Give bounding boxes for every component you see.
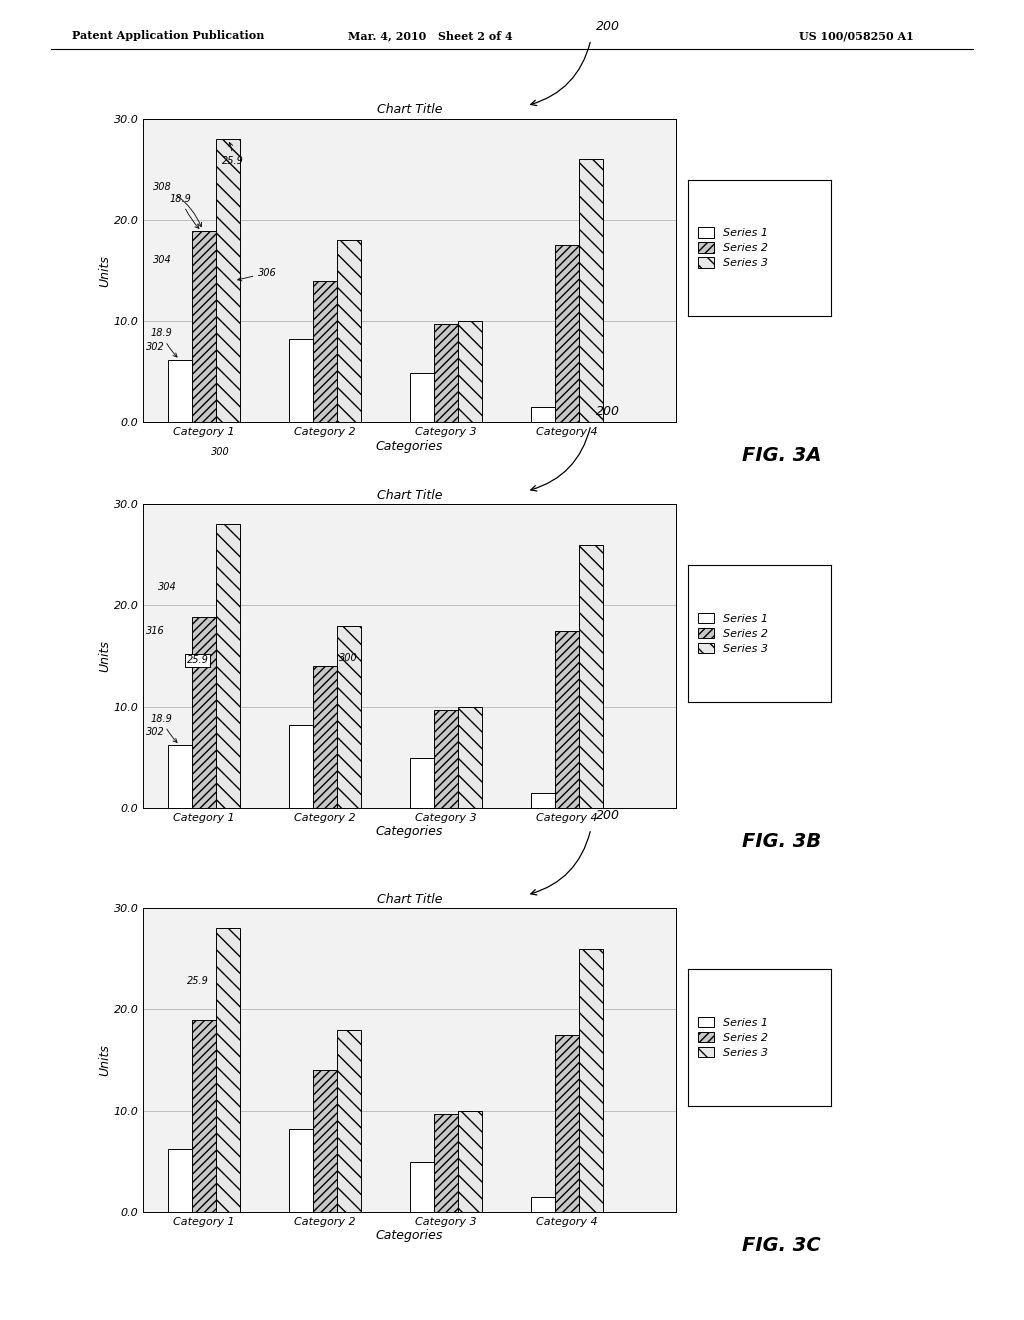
Legend: Series 1, Series 2, Series 3: Series 1, Series 2, Series 3 bbox=[693, 609, 772, 659]
Text: 200: 200 bbox=[596, 809, 620, 822]
Bar bbox=[458, 321, 482, 422]
Y-axis label: Units: Units bbox=[98, 1044, 111, 1076]
Bar bbox=[555, 246, 579, 422]
Text: FIG. 3B: FIG. 3B bbox=[742, 832, 821, 850]
Bar bbox=[434, 1114, 458, 1212]
Bar bbox=[579, 949, 603, 1212]
Bar bbox=[337, 626, 361, 808]
Bar bbox=[434, 325, 458, 422]
Bar bbox=[216, 524, 241, 808]
Bar bbox=[530, 407, 555, 422]
Bar bbox=[312, 1071, 337, 1212]
Text: US 100/058250 A1: US 100/058250 A1 bbox=[799, 30, 913, 41]
Legend: Series 1, Series 2, Series 3: Series 1, Series 2, Series 3 bbox=[693, 223, 772, 273]
Text: FIG. 3C: FIG. 3C bbox=[742, 1236, 821, 1254]
Text: 18.9: 18.9 bbox=[170, 194, 199, 228]
Title: Chart Title: Chart Title bbox=[377, 488, 442, 502]
Bar bbox=[289, 725, 312, 808]
Text: 304: 304 bbox=[153, 255, 172, 264]
Legend: Series 1, Series 2, Series 3: Series 1, Series 2, Series 3 bbox=[693, 1012, 772, 1063]
Title: Chart Title: Chart Title bbox=[377, 103, 442, 116]
Bar bbox=[579, 160, 603, 422]
Bar bbox=[312, 281, 337, 422]
Text: 306: 306 bbox=[238, 268, 278, 281]
X-axis label: Categories: Categories bbox=[376, 825, 443, 838]
Bar bbox=[216, 928, 241, 1212]
Bar bbox=[458, 706, 482, 808]
Bar bbox=[530, 792, 555, 808]
Bar bbox=[191, 1020, 216, 1212]
Text: FIG. 3A: FIG. 3A bbox=[742, 446, 822, 465]
Bar bbox=[530, 1196, 555, 1212]
Text: 316: 316 bbox=[145, 626, 165, 636]
Bar bbox=[168, 1148, 191, 1212]
Text: 18.9: 18.9 bbox=[151, 329, 177, 356]
Bar bbox=[312, 667, 337, 808]
Text: Mar. 4, 2010   Sheet 2 of 4: Mar. 4, 2010 Sheet 2 of 4 bbox=[348, 30, 512, 41]
Bar bbox=[216, 139, 241, 422]
Text: 308: 308 bbox=[153, 182, 202, 227]
Text: 302: 302 bbox=[145, 727, 165, 737]
X-axis label: Categories: Categories bbox=[376, 440, 443, 453]
Bar bbox=[289, 1129, 312, 1212]
Text: 300: 300 bbox=[211, 446, 229, 457]
Bar bbox=[555, 631, 579, 808]
Text: 25.9: 25.9 bbox=[187, 655, 209, 665]
Text: 300: 300 bbox=[339, 653, 358, 663]
Text: Patent Application Publication: Patent Application Publication bbox=[72, 30, 264, 41]
Text: 200: 200 bbox=[596, 20, 620, 33]
Bar bbox=[191, 231, 216, 422]
Y-axis label: Units: Units bbox=[98, 640, 111, 672]
Bar bbox=[168, 744, 191, 808]
Bar bbox=[168, 359, 191, 422]
Text: 25.9: 25.9 bbox=[222, 143, 244, 166]
Bar bbox=[579, 545, 603, 808]
Bar bbox=[555, 1035, 579, 1212]
Text: 200: 200 bbox=[596, 405, 620, 418]
Bar bbox=[289, 339, 312, 422]
Bar bbox=[337, 1030, 361, 1212]
Text: 25.9: 25.9 bbox=[187, 975, 209, 986]
Bar bbox=[337, 240, 361, 422]
Text: 18.9: 18.9 bbox=[151, 714, 177, 742]
X-axis label: Categories: Categories bbox=[376, 1229, 443, 1242]
Text: 302: 302 bbox=[145, 342, 165, 351]
Text: 304: 304 bbox=[158, 582, 176, 593]
Y-axis label: Units: Units bbox=[98, 255, 111, 286]
Bar bbox=[458, 1110, 482, 1212]
Bar bbox=[410, 1162, 434, 1212]
Title: Chart Title: Chart Title bbox=[377, 892, 442, 906]
Bar bbox=[410, 758, 434, 808]
Bar bbox=[410, 372, 434, 422]
Bar bbox=[191, 616, 216, 808]
Bar bbox=[434, 710, 458, 808]
